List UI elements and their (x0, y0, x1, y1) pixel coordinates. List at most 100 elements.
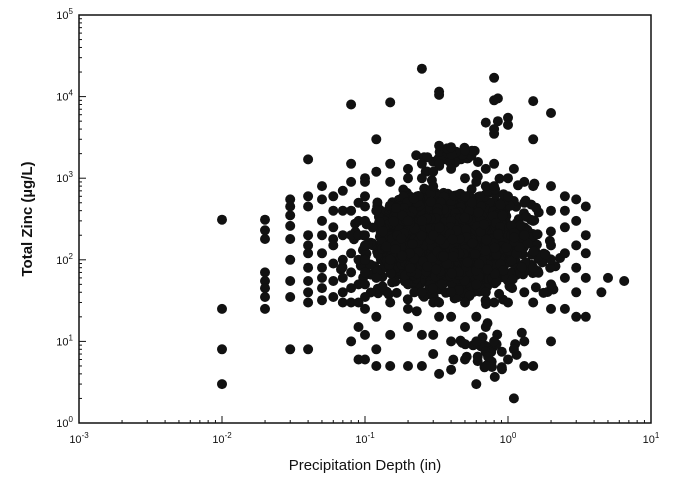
data-point (428, 166, 439, 177)
data-point (285, 344, 296, 355)
data-point (480, 361, 491, 371)
data-point (546, 108, 556, 118)
data-point (471, 169, 482, 180)
data-point (509, 232, 520, 243)
data-point (489, 72, 500, 83)
data-point (580, 311, 591, 322)
data-point (531, 202, 542, 213)
data-point (411, 150, 422, 161)
data-point (466, 197, 477, 208)
data-point (467, 238, 478, 248)
data-point (496, 346, 507, 357)
data-point (360, 230, 370, 241)
data-point (434, 222, 445, 233)
data-point (385, 361, 396, 371)
data-point (519, 197, 530, 208)
data-point (317, 248, 327, 259)
data-point (285, 194, 296, 205)
data-point (360, 267, 370, 278)
data-point (498, 265, 509, 276)
x-tick-label: 10-3 (69, 431, 89, 446)
data-point (448, 354, 459, 365)
data-point (303, 344, 314, 355)
data-point (483, 351, 494, 362)
data-point (303, 201, 314, 212)
data-point (285, 254, 296, 265)
data-point (403, 173, 413, 184)
data-point (328, 240, 339, 251)
data-point (546, 303, 556, 314)
data-point (434, 368, 445, 379)
data-point (470, 249, 481, 259)
data-point (317, 295, 327, 306)
data-point (285, 220, 296, 231)
data-point (328, 276, 339, 286)
data-point (409, 287, 420, 298)
data-point (434, 311, 445, 322)
data-point (422, 152, 433, 163)
data-point (471, 176, 482, 187)
y-tick-label: 102 (56, 252, 73, 267)
data-point (328, 205, 339, 216)
data-point (489, 371, 500, 382)
data-point (528, 215, 539, 226)
data-point (434, 158, 445, 169)
data-point (360, 191, 370, 202)
data-point (480, 117, 491, 128)
x-tick-label: 101 (643, 431, 660, 446)
data-point (403, 361, 413, 371)
data-point (385, 254, 396, 265)
data-point (580, 201, 591, 212)
data-point (506, 255, 517, 266)
data-point (480, 181, 491, 192)
data-point (337, 230, 348, 241)
data-point (546, 240, 556, 251)
data-point (461, 224, 472, 235)
data-point (446, 163, 457, 174)
data-point (559, 272, 570, 283)
data-point (494, 173, 505, 184)
data-point (495, 199, 506, 210)
data-point (385, 268, 396, 279)
data-point (528, 246, 539, 257)
data-point (371, 166, 382, 177)
data-point (434, 140, 445, 151)
data-point (515, 220, 526, 231)
data-point (522, 238, 533, 249)
data-point (260, 292, 270, 302)
data-point (337, 262, 348, 273)
data-point (317, 194, 327, 205)
data-point (385, 176, 396, 187)
data-point (538, 287, 549, 298)
data-point (507, 274, 518, 285)
data-point (546, 205, 556, 216)
data-point (217, 379, 227, 390)
data-point (390, 244, 401, 255)
data-point (571, 194, 582, 205)
data-point (285, 292, 296, 302)
data-point (438, 251, 449, 262)
data-point (503, 191, 513, 202)
data-point (494, 288, 505, 299)
data-point (371, 344, 382, 355)
data-point (501, 242, 512, 253)
data-point (454, 285, 464, 296)
data-point (328, 292, 339, 302)
data-point (303, 240, 314, 251)
data-point (408, 193, 419, 204)
data-point (519, 361, 530, 371)
data-point (396, 233, 407, 244)
data-point (337, 297, 348, 308)
data-point (480, 287, 491, 298)
data-point (217, 303, 227, 314)
data-point (441, 258, 452, 269)
data-point (489, 158, 500, 169)
data-point (260, 276, 270, 286)
data-point (260, 267, 270, 278)
data-point (317, 283, 327, 294)
data-point (540, 249, 551, 260)
data-point (507, 283, 518, 294)
data-point (403, 163, 413, 174)
data-point (473, 207, 484, 218)
data-point (446, 364, 457, 375)
